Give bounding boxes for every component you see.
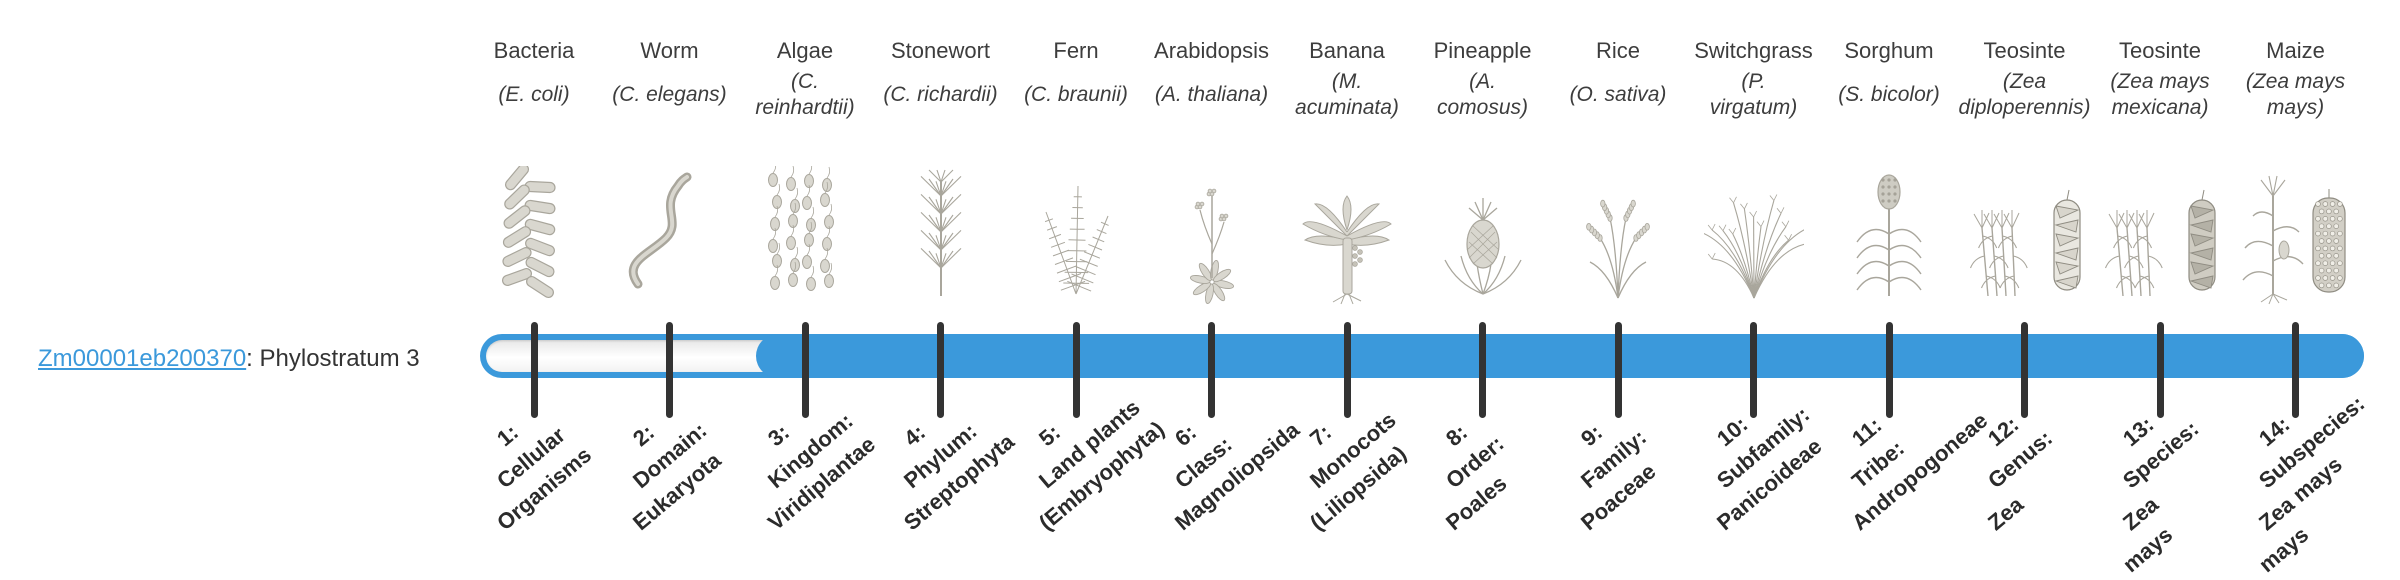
common-name-banana: Banana: [1309, 38, 1385, 63]
scientific-name-sorghum: (S. bicolor): [1838, 82, 1940, 106]
phylostratum-tick: [937, 322, 944, 418]
pineapple-icon: [1433, 166, 1533, 311]
timeline-unfilled-track: [486, 340, 778, 372]
stratum-label-line: 8:: [1440, 419, 1472, 452]
stratum-label-line: 2:: [627, 419, 659, 452]
scientific-name-worm: (C. elegans): [612, 82, 727, 106]
bacteria-icon: [494, 163, 574, 311]
phylostratum-tick: [1750, 322, 1757, 418]
common-name-stonewort: Stonewort: [890, 38, 991, 63]
stratum-label-line: 1:: [492, 419, 524, 452]
common-name-sorghum: Sorghum: [1844, 38, 1934, 63]
arabidopsis-icon: [1162, 166, 1262, 311]
stratum-label-line: 4:: [898, 419, 930, 452]
scientific-name-switchgrass: (P. virgatum): [1709, 69, 1798, 119]
phylostratum-tick: [801, 322, 809, 418]
stratum-label-line: 5:: [1034, 419, 1066, 452]
scientific-name-algae: (C. reinhardtii): [755, 69, 855, 119]
stratum-label-line: 9:: [1576, 419, 1608, 452]
stratum-label-line: mays: [2118, 521, 2178, 578]
teosinte-mexicana-icon: [2095, 166, 2225, 311]
stratum-label-line: 3:: [763, 419, 795, 452]
scientific-name-banana: (M. acuminata): [1295, 69, 1399, 119]
phylostratum-tick: [2292, 322, 2299, 418]
common-name-algae: Algae: [776, 38, 834, 63]
common-name-worm: Worm: [640, 38, 699, 63]
algae-icon: [755, 161, 855, 311]
scientific-name-teosinte-diploperennis: (Zea diploperennis): [1958, 69, 2091, 119]
stratum-label-line: mays: [2253, 521, 2313, 578]
stratum-label-line: 7:: [1305, 419, 1337, 452]
scientific-name-bacteria: (E. coli): [498, 82, 570, 106]
common-name-pineapple: Pineapple: [1433, 38, 1532, 63]
worm-icon: [620, 166, 720, 311]
phylostratum-tick: [666, 322, 673, 418]
stratum-label-line: 6:: [1169, 419, 1201, 452]
phylostratum-tick: [1208, 322, 1215, 418]
common-name-bacteria: Bacteria: [493, 38, 575, 63]
scientific-name-maize: (Zea mays mays): [2245, 69, 2346, 119]
sorghum-icon: [1839, 166, 1939, 311]
scientific-name-rice: (O. sativa): [1569, 82, 1667, 106]
common-name-teosinte-mexicana: Teosinte: [2119, 38, 2201, 63]
rice-icon: [1568, 166, 1668, 311]
phylostratum-tick: [530, 322, 538, 418]
common-name-arabidopsis: Arabidopsis: [1154, 38, 1269, 63]
common-name-teosinte-diploperennis: Teosinte: [1983, 38, 2066, 63]
maize-icon: [2231, 166, 2361, 311]
fern-icon: [1026, 166, 1126, 311]
scientific-name-stonewort: (C. richardii): [883, 82, 998, 106]
common-name-maize: Maize: [2266, 38, 2325, 63]
switchgrass-icon: [1695, 166, 1815, 311]
scientific-name-arabidopsis: (A. thaliana): [1154, 82, 1269, 106]
phylostratum-tick: [2156, 322, 2164, 418]
gene-phylostratum-text: : Phylostratum 3: [246, 345, 420, 372]
phylostratum-tick: [1343, 322, 1351, 418]
stratum-label-line: Zea: [1982, 491, 2028, 536]
common-name-switchgrass: Switchgrass: [1694, 38, 1813, 63]
phylostratum-tick: [1072, 322, 1080, 418]
phylostratum-tick: [2021, 322, 2028, 418]
banana-icon: [1297, 166, 1397, 311]
stonewort-icon: [891, 166, 991, 311]
gene-link[interactable]: Zm00001eb200370: [38, 345, 247, 372]
scientific-name-fern: (C. braunii): [1024, 82, 1128, 106]
timeline-filled-bar: [756, 334, 2364, 378]
phylostratum-tick: [1479, 322, 1486, 418]
scientific-name-pineapple: (A. comosus): [1436, 69, 1529, 119]
common-name-rice: Rice: [1595, 38, 1640, 63]
teosinte-diploperennis-icon: [1960, 166, 2090, 311]
gene-row-label: Zm00001eb200370: Phylostratum 3: [38, 344, 420, 374]
common-name-fern: Fern: [1053, 38, 1099, 63]
phylostratum-tick: [1885, 322, 1893, 418]
phylostratum-tick: [1614, 322, 1622, 418]
scientific-name-teosinte-mexicana: (Zea mays mexicana): [2110, 69, 2210, 119]
